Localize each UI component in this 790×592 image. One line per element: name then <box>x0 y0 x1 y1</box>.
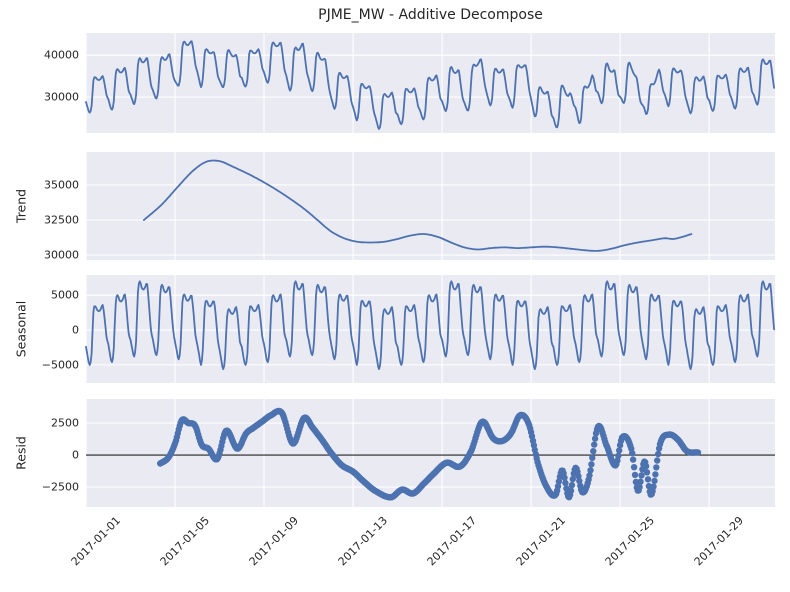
resid-point <box>568 481 576 489</box>
resid-point <box>694 449 702 456</box>
resid-point <box>588 461 595 468</box>
resid-point <box>575 472 582 480</box>
resid-point <box>554 483 562 490</box>
y-tick-label: −5000 <box>41 358 79 372</box>
resid-point <box>642 463 650 470</box>
y-tick-label: 30000 <box>44 248 79 262</box>
resid-point <box>636 483 643 491</box>
resid-point <box>644 476 652 483</box>
resid-subplot <box>85 399 775 507</box>
ylabel-resid: Resid <box>13 436 29 470</box>
resid-point <box>589 454 596 461</box>
trend-subplot <box>85 152 775 260</box>
resid-point <box>643 469 651 476</box>
resid-point <box>654 457 661 464</box>
observed-subplot <box>85 33 775 133</box>
trend-line <box>142 159 693 252</box>
resid-point <box>629 449 636 457</box>
resid-point <box>569 475 576 483</box>
ylabel-seasonal: Seasonal <box>13 300 29 358</box>
y-tick-label: 32500 <box>44 213 79 227</box>
axes-background <box>86 152 775 260</box>
resid-point <box>655 450 662 458</box>
resid-point <box>576 477 583 485</box>
y-tick-label: −2500 <box>41 480 79 494</box>
resid-point <box>590 448 597 455</box>
resid-point <box>637 478 644 485</box>
y-tick-label: 30000 <box>44 90 79 104</box>
axes-background <box>86 33 775 133</box>
resid-point <box>631 471 639 479</box>
y-tick-label: 5000 <box>51 288 79 302</box>
resid-point <box>630 464 638 471</box>
resid-point <box>561 474 568 481</box>
resid-point <box>586 472 593 479</box>
resid-point <box>587 467 594 474</box>
y-tick-label: 40000 <box>44 48 79 62</box>
resid-point <box>591 441 598 448</box>
resid-point <box>653 464 660 471</box>
observed-line <box>85 40 775 130</box>
resid-point <box>562 479 569 487</box>
resid-point <box>591 435 599 442</box>
resid-point <box>615 452 622 460</box>
resid-point <box>629 456 637 463</box>
axes-background <box>86 399 775 507</box>
resid-point <box>614 457 621 464</box>
resid-point <box>650 483 657 490</box>
seasonal-line <box>85 280 775 371</box>
ylabel-trend: Trend <box>13 188 29 224</box>
resid-point <box>638 472 645 479</box>
resid-point <box>651 477 658 485</box>
resid-point <box>632 478 640 486</box>
plot-title: PJME_MW - Additive Decompose <box>318 7 543 23</box>
y-tick-label: 0 <box>72 448 79 462</box>
y-tick-label: 0 <box>72 323 79 337</box>
resid-points <box>157 407 702 501</box>
y-tick-label: 2500 <box>51 416 79 430</box>
resid-point <box>652 471 659 478</box>
resid-point <box>567 487 575 494</box>
resid-point <box>616 447 623 454</box>
y-tick-label: 35000 <box>44 178 79 192</box>
